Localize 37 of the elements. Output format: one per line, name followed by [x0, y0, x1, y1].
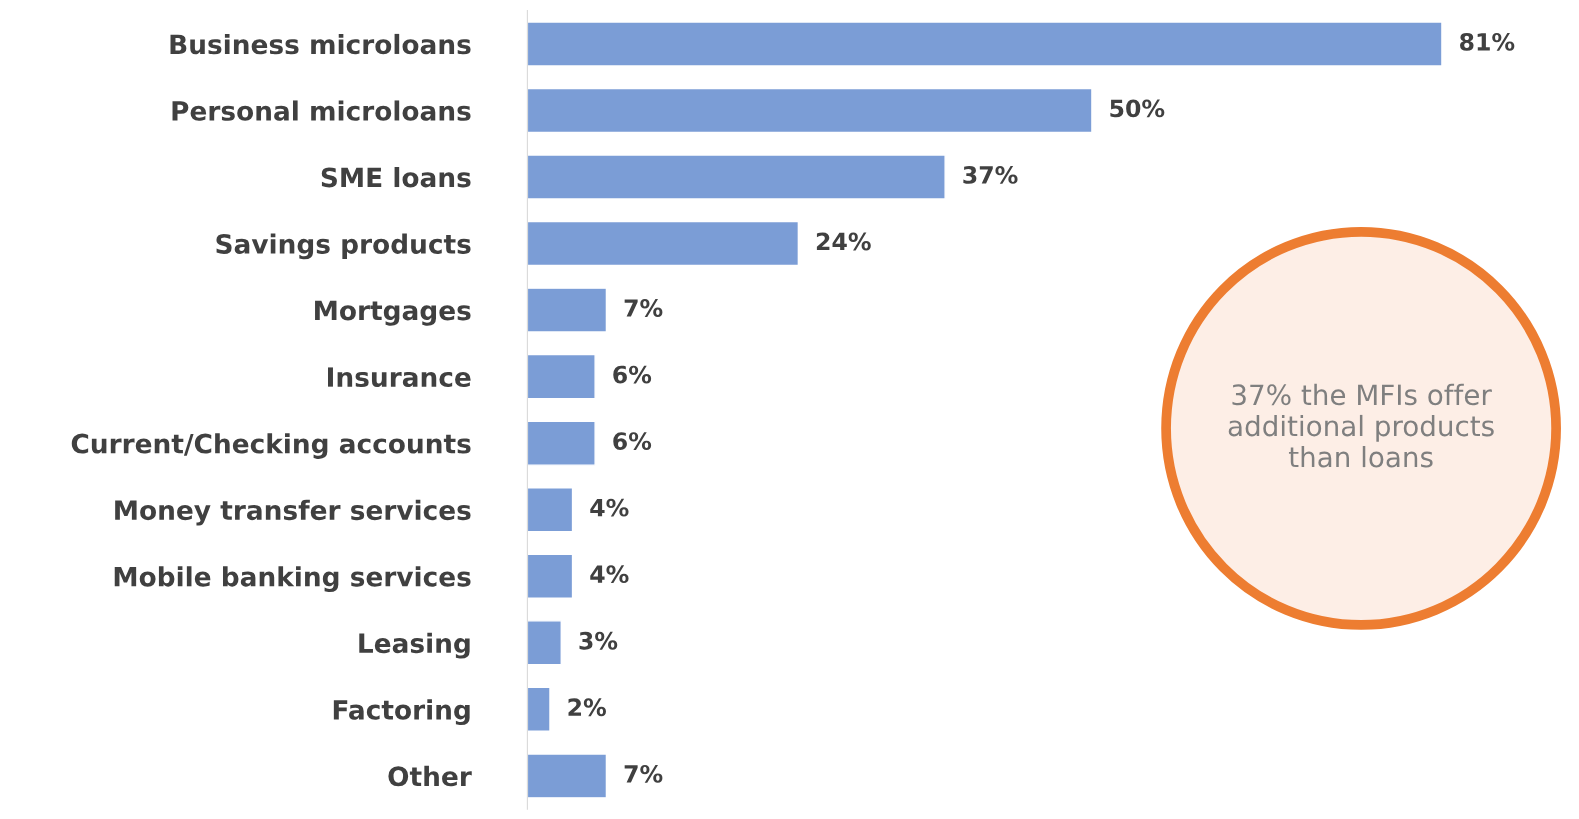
bar — [527, 553, 574, 599]
bar — [527, 620, 562, 666]
y-tick-label: Business microloans — [170, 33, 471, 55]
annotation: 37% the MFIs offer additional products than loans — [1228, 383, 1494, 468]
y-tick-label: Factoring — [333, 699, 470, 726]
data-label: 7% — [624, 299, 663, 317]
data-label: 4% — [590, 498, 629, 517]
data-label: 3% — [579, 631, 618, 650]
data-label: 2% — [568, 698, 606, 717]
bar — [527, 87, 1093, 134]
bar — [527, 220, 800, 267]
y-tick-label: Mortgages — [315, 300, 471, 326]
y-tick-label: Leasing — [359, 632, 470, 659]
y-tick-label: Mobile banking services — [114, 566, 471, 592]
data-label: 37% — [963, 166, 1018, 184]
bar — [527, 353, 596, 400]
bar — [527, 21, 1443, 67]
data-label: 7% — [624, 764, 663, 783]
bar — [527, 420, 596, 466]
y-tick-label: Other — [388, 765, 472, 787]
bar — [527, 287, 608, 333]
data-label: 81% — [1460, 32, 1515, 51]
data-label: 24% — [816, 232, 871, 251]
data-label: 6% — [613, 365, 652, 384]
y-tick-label: Current/Checking accounts — [71, 433, 471, 459]
data-label: 50% — [1110, 99, 1165, 118]
y-tick-label: SME loans — [321, 166, 471, 188]
y-tick-label: Insurance — [328, 367, 471, 388]
data-label: 4% — [590, 565, 629, 584]
bar — [527, 753, 608, 799]
y-tick-label: Personal microloans — [172, 100, 471, 121]
data-label: 6% — [613, 432, 652, 451]
bar — [527, 154, 946, 200]
bar — [527, 686, 551, 733]
bar — [527, 487, 574, 533]
y-tick-label: Money transfer services — [115, 499, 471, 526]
y-tick-label: Savings products — [216, 233, 471, 260]
